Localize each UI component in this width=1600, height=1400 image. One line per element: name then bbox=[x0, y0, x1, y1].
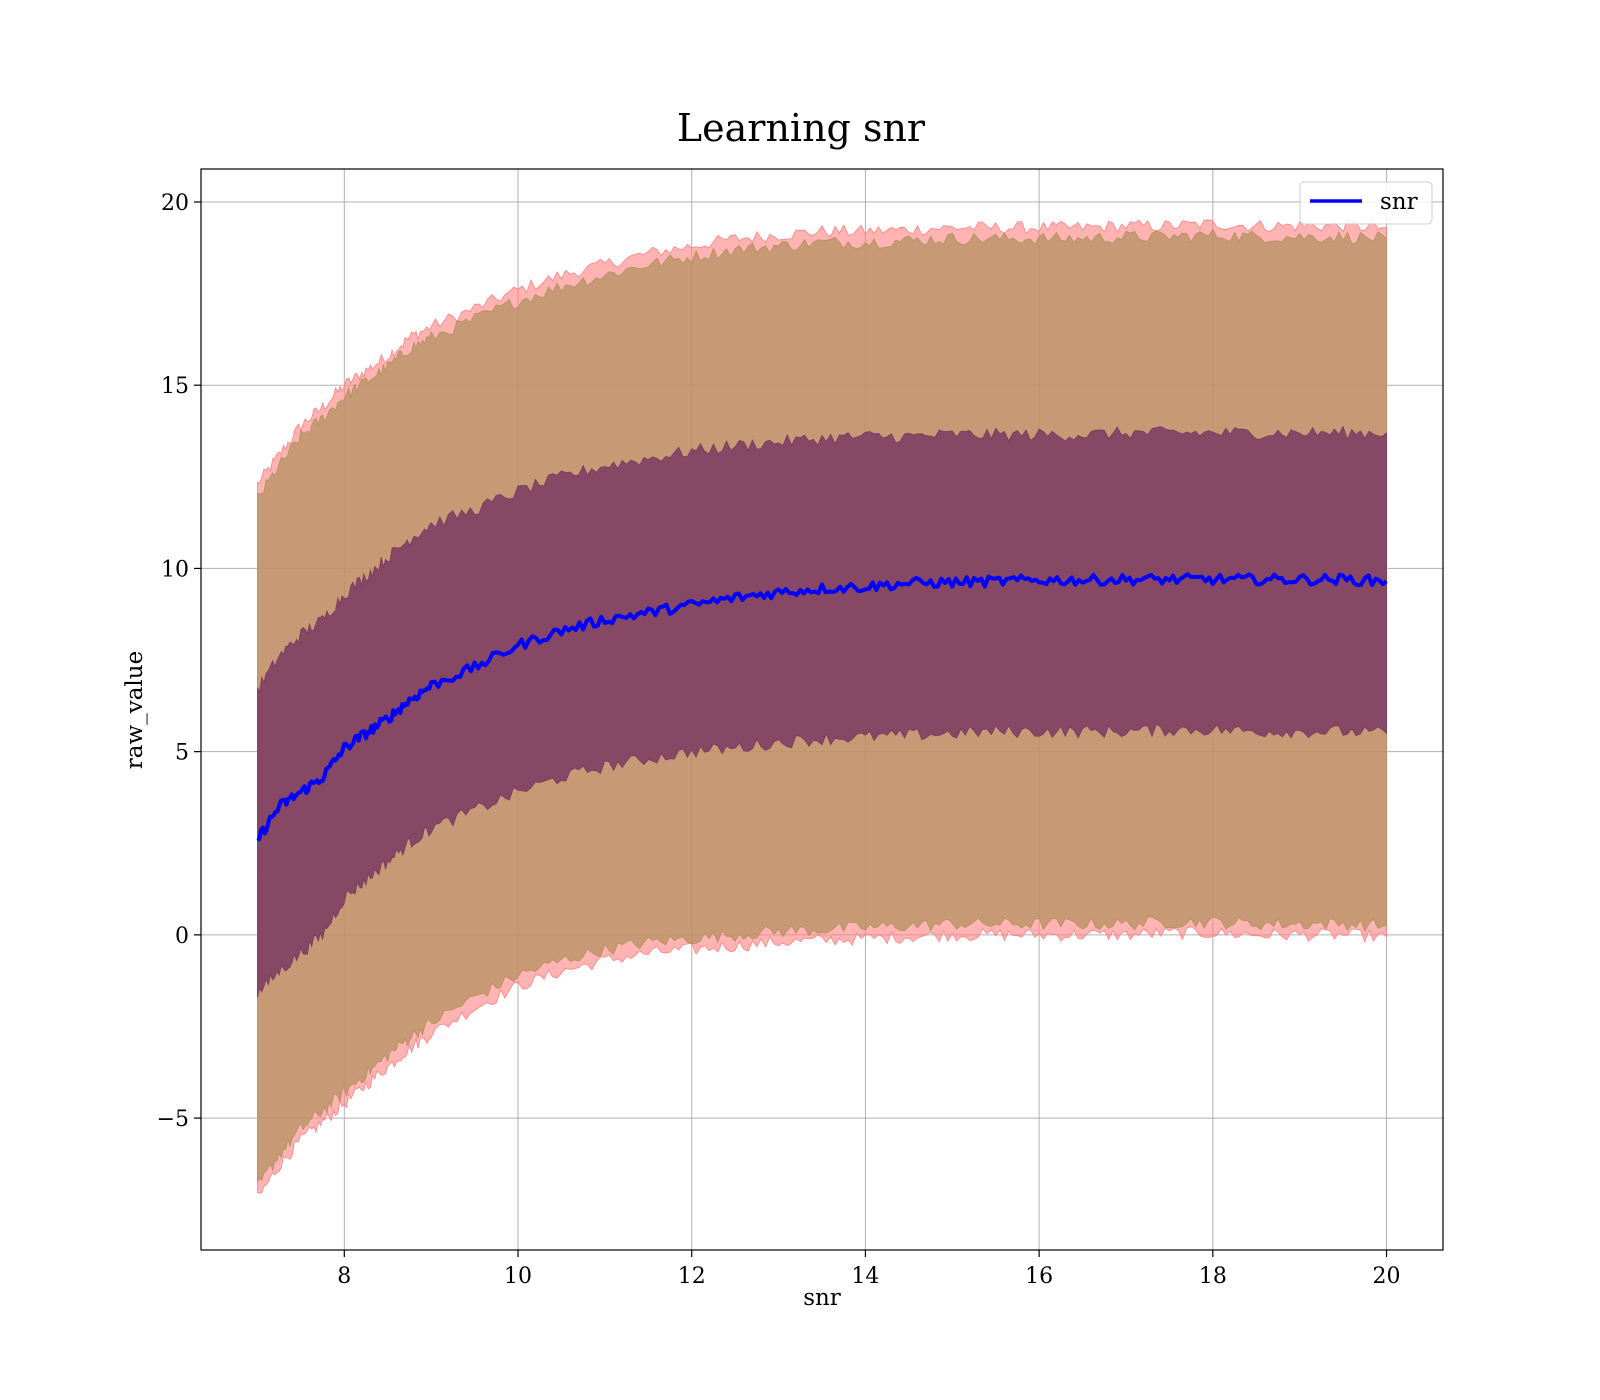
x-axis-ticks: 8 10 12 14 16 18 20 bbox=[337, 1250, 1401, 1289]
series-lines bbox=[256, 572, 1388, 842]
bands-group bbox=[257, 219, 1387, 1194]
legend: snr bbox=[1299, 181, 1433, 225]
x-tick-label-16: 16 bbox=[1025, 1264, 1053, 1289]
x-tick-label-14: 14 bbox=[851, 1264, 879, 1289]
legend-box bbox=[1299, 181, 1433, 225]
x-tick-label-18: 18 bbox=[1199, 1264, 1227, 1289]
series-line-snr bbox=[256, 572, 1388, 842]
inner-band bbox=[257, 425, 1387, 998]
chart-title: Learning snr bbox=[677, 106, 926, 150]
plot-frame bbox=[200, 168, 1444, 1251]
y-axis-ticks: −5 0 5 10 15 20 bbox=[157, 191, 201, 1132]
x-tick-label-12: 12 bbox=[678, 1264, 706, 1289]
y-tick-label-20: 20 bbox=[161, 191, 189, 216]
legend-label-snr: snr bbox=[1380, 189, 1418, 215]
x-tick-label-20: 20 bbox=[1373, 1264, 1401, 1289]
y-tick-label-10: 10 bbox=[161, 557, 189, 582]
y-axis-label: raw_value bbox=[122, 651, 148, 769]
y-tick-label-5: 5 bbox=[175, 741, 189, 766]
y-tick-label--5: −5 bbox=[157, 1107, 189, 1132]
y-tick-label-0: 0 bbox=[175, 924, 189, 949]
x-tick-label-8: 8 bbox=[337, 1264, 351, 1289]
y-tick-label-15: 15 bbox=[161, 374, 189, 399]
x-axis-label: snr bbox=[803, 1285, 841, 1311]
x-tick-label-10: 10 bbox=[504, 1264, 532, 1289]
